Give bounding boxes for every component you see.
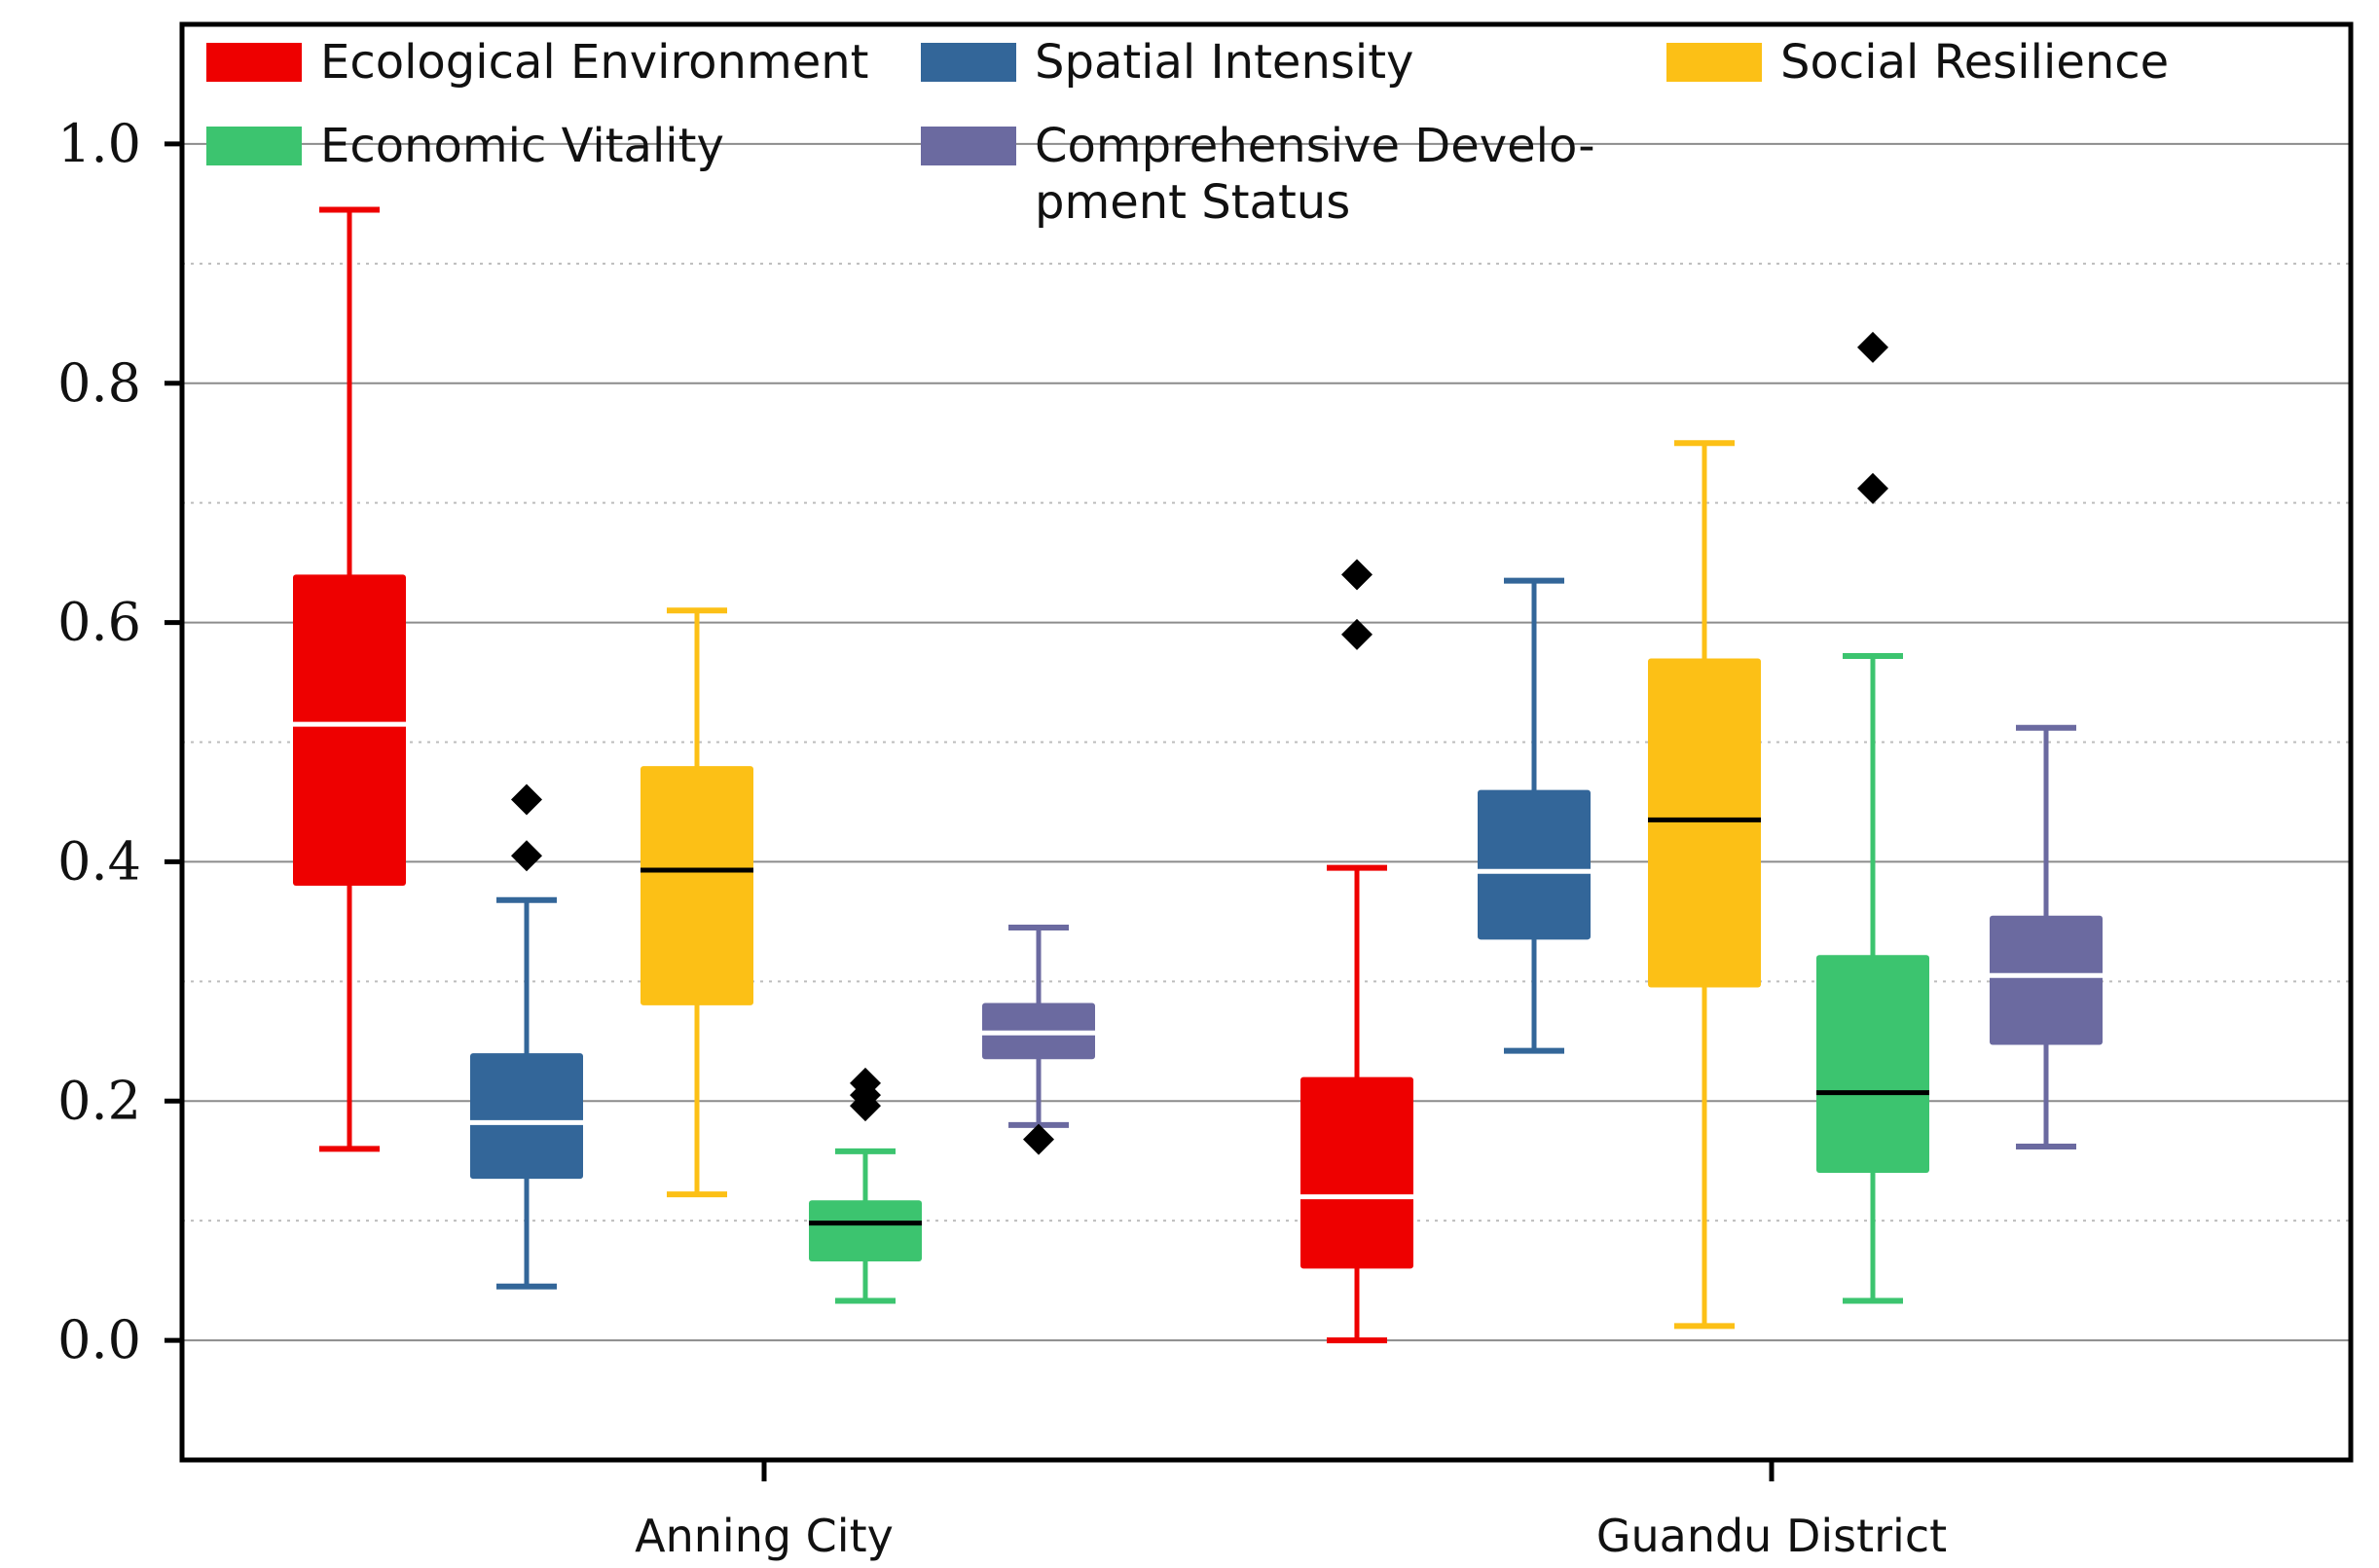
iqr-box <box>293 574 406 886</box>
iqr-box <box>1816 955 1929 1173</box>
x-category-label: Guandu District <box>1596 1510 1947 1562</box>
legend-entry: Economic Vitality <box>206 119 724 173</box>
legend-entry: Social Resilience <box>1666 35 2169 90</box>
y-tick-label: 0.6 <box>57 592 141 653</box>
legend-label: Economic Vitality <box>320 119 724 173</box>
box-layer <box>293 206 2103 1344</box>
legend-label: Ecological Environment <box>320 35 868 90</box>
iqr-box <box>1990 915 2103 1045</box>
legend-label: Social Resilience <box>1780 35 2169 90</box>
legend-swatch <box>921 127 1016 165</box>
box-3-1 <box>1816 331 1929 1304</box>
box-2-1 <box>1648 440 1761 1330</box>
y-tick-label: 0.0 <box>57 1309 141 1370</box>
x-category-label: Anning City <box>635 1510 894 1562</box>
outlier-point <box>511 840 542 872</box>
axis-layer: 0.0 0.2 0.4 0.6 0.8 1.0 Anning City Guandu Dist… <box>57 113 1947 1562</box>
iqr-box <box>1478 789 1591 940</box>
box-0-0 <box>293 206 406 1152</box>
outlier-point <box>1857 472 1888 504</box>
box-3-0 <box>809 1067 922 1304</box>
iqr-box <box>1300 1076 1413 1269</box>
outlier-point <box>850 1067 881 1099</box>
legend-entry: Comprehensive Develo-pment Status <box>921 119 1595 230</box>
outlier-point <box>1023 1123 1054 1155</box>
legend-entry: Ecological Environment <box>206 35 868 90</box>
outlier-point <box>1341 618 1372 650</box>
legend: Ecological Environment Spatial Intensity S… <box>206 35 2169 230</box>
outlier-point <box>1857 331 1888 363</box>
outlier-point <box>1341 559 1372 591</box>
box-1-0 <box>470 784 583 1290</box>
y-tick-label: 1.0 <box>57 113 141 174</box>
box-2-0 <box>640 607 753 1198</box>
y-tick-label: 0.8 <box>57 352 141 414</box>
outlier-point <box>511 784 542 816</box>
box-1-1 <box>1478 577 1591 1054</box>
legend-swatch <box>206 127 302 165</box>
y-tick-label: 0.2 <box>57 1070 141 1131</box>
box-0-1 <box>1300 559 1413 1344</box>
box-4-0 <box>982 925 1095 1155</box>
legend-label: Spatial Intensity <box>1035 35 1413 90</box>
legend-label: Comprehensive Develo- <box>1035 119 1595 173</box>
legend-entry: Spatial Intensity <box>921 35 1413 90</box>
legend-label: pment Status <box>1035 175 1350 230</box>
legend-swatch <box>921 43 1016 82</box>
legend-swatch <box>1666 43 1762 82</box>
box-4-1 <box>1990 724 2103 1149</box>
iqr-box <box>470 1053 583 1180</box>
iqr-box <box>640 766 753 1005</box>
y-tick-label: 0.4 <box>57 830 141 892</box>
plot-frame <box>179 21 2354 1463</box>
iqr-box <box>1648 658 1761 988</box>
iqr-box <box>809 1200 922 1261</box>
legend-swatch <box>206 43 302 82</box>
